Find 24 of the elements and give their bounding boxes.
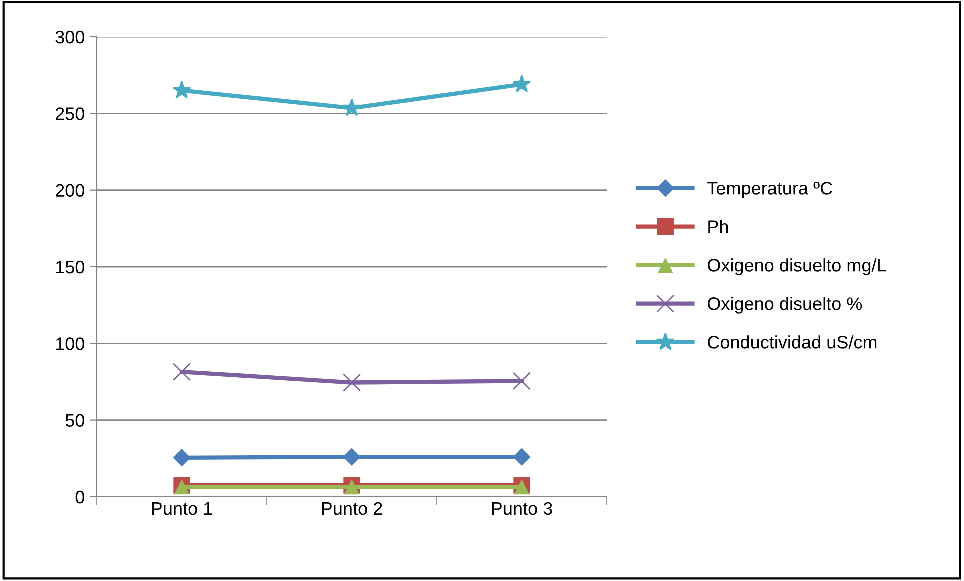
point — [342, 98, 362, 116]
x-tick-label: Punto 2 — [322, 502, 382, 516]
y-tick-label: 200 — [56, 184, 84, 198]
x-tick-label: Punto 3 — [492, 502, 552, 516]
point — [513, 448, 531, 466]
legend-label: Oxigeno disuelto mg/L — [708, 258, 886, 276]
y-tick-label: 50 — [66, 414, 84, 428]
legend-label: Temperatura ºC — [708, 182, 832, 198]
point — [172, 80, 192, 99]
point — [343, 448, 361, 466]
legend-label: Conductividad uS/cm — [708, 336, 877, 349]
y-tick-label: 300 — [56, 30, 84, 44]
point — [512, 372, 532, 390]
y-tick-label: 250 — [56, 108, 84, 120]
point — [342, 374, 362, 392]
legend-label: Oxigeno disuelto % — [708, 297, 862, 314]
y-tick-label: 150 — [56, 260, 84, 274]
point — [172, 363, 192, 382]
x-tick-label: Punto 1 — [152, 502, 212, 516]
y-tick-label: 0 — [76, 490, 84, 504]
point — [512, 74, 532, 93]
legend-label: Ph — [708, 220, 728, 234]
y-tick-label: 100 — [56, 338, 84, 350]
point — [173, 449, 191, 467]
